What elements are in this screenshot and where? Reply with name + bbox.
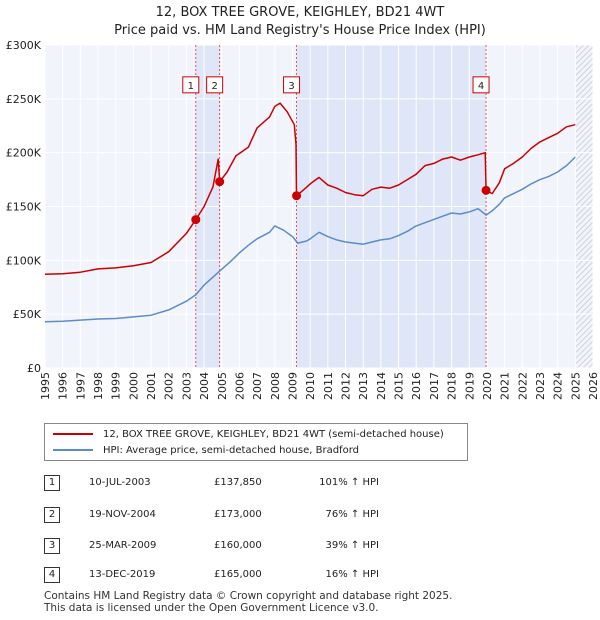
title-line-1: 12, BOX TREE GROVE, KEIGHLEY, BD21 4WT — [155, 5, 445, 20]
transaction-price: £173,000 — [214, 509, 262, 520]
price-chart: 1 2 3 4 £0 £50K £100K £150K £200K £250K £300K 199… — [6, 39, 600, 400]
table-row: 4 13-DEC-2019 £165,000 16% ↑ HPI — [44, 567, 444, 583]
footer-line-2: This data is licensed under the Open Gov… — [44, 602, 379, 614]
y-tick-label: £200K — [6, 147, 42, 160]
legend-swatch-blue — [53, 449, 93, 451]
x-tick-label: 1998 — [92, 372, 105, 400]
legend-label-property: 12, BOX TREE GROVE, KEIGHLEY, BD21 4WT (… — [103, 429, 444, 440]
x-tick-label: 2001 — [145, 372, 158, 400]
y-tick-label: £150K — [6, 201, 42, 214]
x-tick-label: 2012 — [340, 372, 353, 400]
x-tick-label: 2018 — [446, 372, 459, 400]
y-tick-label: £100K — [6, 254, 42, 267]
legend-item-property: 12, BOX TREE GROVE, KEIGHLEY, BD21 4WT (… — [53, 427, 444, 443]
transaction-price: £160,000 — [214, 540, 262, 551]
x-tick-label: 2013 — [357, 372, 370, 400]
x-tick-label: 2021 — [499, 372, 512, 400]
y-tick-label: £0 — [27, 362, 41, 375]
x-tick-label: 2006 — [233, 372, 246, 400]
transaction-hpi: 39% ↑ HPI — [325, 540, 379, 551]
x-tick-label: 2024 — [552, 372, 565, 400]
x-tick-label: 2026 — [587, 372, 600, 400]
transaction-badge: 1 — [44, 475, 60, 491]
transaction-price: £165,000 — [214, 569, 262, 580]
legend-swatch-red — [53, 433, 93, 435]
y-tick-label: £300K — [6, 39, 42, 52]
transaction-marker-label: 3 — [288, 81, 294, 92]
transaction-marker — [283, 76, 301, 94]
transaction-marker-label: 4 — [478, 81, 484, 92]
legend-label-hpi: HPI: Average price, semi-detached house,… — [103, 445, 359, 456]
transaction-hpi: 101% ↑ HPI — [319, 477, 379, 488]
x-tick-label: 1996 — [57, 372, 70, 400]
transaction-badge: 3 — [44, 538, 60, 554]
transaction-date: 25-MAR-2009 — [89, 540, 157, 551]
x-tick-label: 2025 — [569, 372, 582, 400]
transaction-marker — [472, 76, 490, 94]
legend-item-hpi: HPI: Average price, semi-detached house,… — [53, 443, 359, 459]
x-tick-label: 2020 — [481, 372, 494, 400]
table-row: 2 19-NOV-2004 £173,000 76% ↑ HPI — [44, 507, 444, 523]
footer-line-1: Contains HM Land Registry data © Crown c… — [44, 590, 453, 602]
y-tick-label: £50K — [13, 308, 42, 321]
x-tick-label: 2015 — [393, 372, 406, 400]
x-tick-label: 1997 — [74, 372, 87, 400]
x-tick-label: 2009 — [286, 372, 299, 400]
sale-point — [292, 191, 302, 201]
sale-point — [215, 177, 225, 187]
transaction-date: 13-DEC-2019 — [89, 569, 156, 580]
hpi-line — [44, 156, 576, 323]
x-tick-label: 1995 — [39, 372, 52, 400]
x-tick-label: 2014 — [375, 372, 388, 400]
sale-point — [481, 185, 491, 195]
x-tick-label: 2011 — [322, 372, 335, 400]
y-tick-label: £250K — [6, 93, 42, 106]
transaction-date: 10-JUL-2003 — [89, 477, 151, 488]
x-tick-label: 2022 — [516, 372, 529, 400]
transaction-badge: 2 — [44, 507, 60, 523]
transaction-badge: 4 — [44, 567, 60, 583]
x-tick-label: 2007 — [251, 372, 264, 400]
x-tick-label: 2017 — [428, 372, 441, 400]
x-tick-label: 2004 — [198, 372, 211, 400]
transaction-marker — [206, 76, 224, 94]
chart-title: 12, BOX TREE GROVE, KEIGHLEY, BD21 4WT P… — [0, 4, 600, 40]
x-tick-label: 2008 — [269, 372, 282, 400]
table-row: 3 25-MAR-2009 £160,000 39% ↑ HPI — [44, 538, 444, 554]
x-tick-label: 2005 — [216, 372, 229, 400]
transaction-marker-label: 1 — [188, 81, 194, 92]
transaction-date: 19-NOV-2004 — [89, 509, 156, 520]
price-paid-line — [44, 102, 576, 276]
transaction-hpi: 76% ↑ HPI — [325, 509, 379, 520]
x-tick-label: 2003 — [180, 372, 193, 400]
sale-point — [191, 215, 201, 225]
transaction-marker — [182, 76, 200, 94]
x-tick-label: 2010 — [304, 372, 317, 400]
legend: 12, BOX TREE GROVE, KEIGHLEY, BD21 4WT (… — [44, 423, 468, 461]
x-tick-label: 2019 — [463, 372, 476, 400]
x-tick-label: 1999 — [110, 372, 123, 400]
transaction-hpi: 16% ↑ HPI — [325, 569, 379, 580]
x-tick-label: 2000 — [127, 372, 140, 400]
transaction-price: £137,850 — [214, 477, 262, 488]
x-tick-label: 2016 — [410, 372, 423, 400]
x-tick-label: 2023 — [534, 372, 547, 400]
x-tick-label: 2002 — [163, 372, 176, 400]
transaction-marker-label: 2 — [211, 81, 217, 92]
title-line-2: Price paid vs. HM Land Registry's House … — [114, 23, 486, 38]
footer: Contains HM Land Registry data © Crown c… — [44, 590, 452, 614]
table-row: 1 10-JUL-2003 £137,850 101% ↑ HPI — [44, 475, 444, 491]
